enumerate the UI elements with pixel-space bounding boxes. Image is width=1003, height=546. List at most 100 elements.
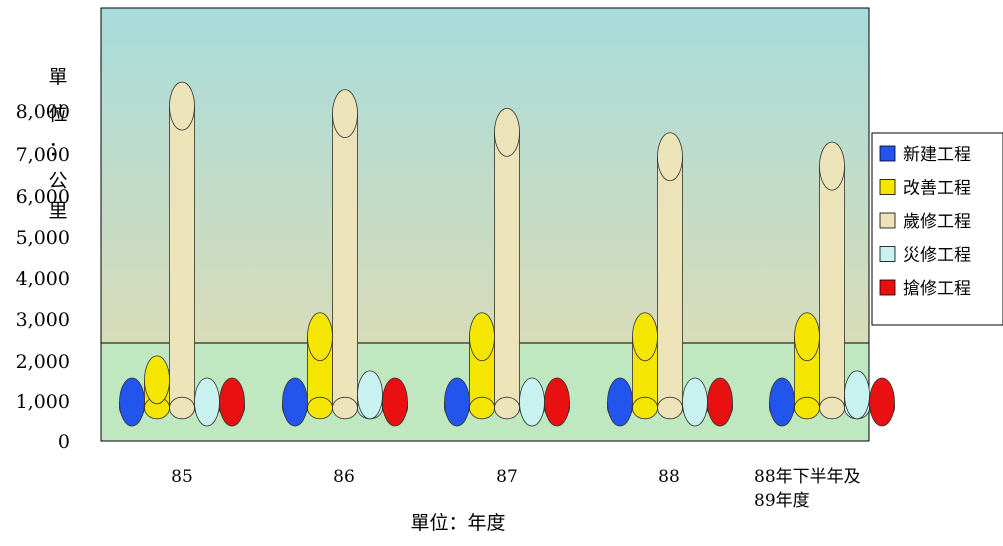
bar-base [657,396,683,420]
y-tick-label: 0 [58,431,70,453]
bar-cap [332,89,358,139]
legend-swatch [879,246,896,262]
bar-cap [382,377,408,427]
bar-cap [469,312,495,362]
bar-cap [632,312,658,362]
bar-cap [607,377,633,427]
bar-body [169,105,195,409]
y-tick-label: 4,000 [16,268,70,290]
bar [332,89,358,420]
bar-cap [869,377,895,427]
bar [794,312,820,420]
bar [169,81,195,420]
bar [444,377,470,427]
bar-cap [544,377,570,427]
legend-label: 新建工程 [903,145,971,165]
x-axis-title: 單位：年度 [410,512,505,534]
bar [382,377,408,427]
bar-cap [194,377,220,427]
bar [494,107,520,420]
bar-cap [794,312,820,362]
bar [657,132,683,420]
bar-cap [519,377,545,427]
bar-cap [707,377,733,427]
bar-cap [357,370,383,420]
y-tick-label: 5,000 [16,227,70,249]
bar-base [469,396,495,420]
bar [607,377,633,427]
x-tick-label: 88 [658,467,680,487]
bar-base [332,396,358,420]
bar [544,377,570,427]
bar [357,370,383,420]
legend-swatch [879,145,896,162]
y-axis-title-char: 公 [48,170,67,192]
bar [707,377,733,427]
bar-base [819,396,845,420]
bar-base [794,396,820,420]
bar [819,141,845,420]
bar-cap [119,377,145,427]
bars [119,81,895,427]
legend-swatch [879,179,896,195]
y-tick-label: 7,000 [16,144,70,166]
bar-body [819,165,845,409]
bar-body [332,113,358,409]
bar-base [632,396,658,420]
y-axis-title-char: 位 [48,103,67,125]
bar-cap [144,355,170,405]
bar [307,312,333,420]
bar [869,377,895,427]
bar-cap [494,107,520,157]
y-axis-ticks: 0 1,000 2,000 3,000 4,000 5,000 6,000 7,000 8,00… [16,101,70,453]
bar-cap [769,377,795,427]
x-tick-label: 87 [496,467,518,487]
legend-label: 災修工程 [903,246,971,266]
bar-cap [169,81,195,131]
bar-base [169,396,195,420]
y-tick-label: 1,000 [16,391,70,413]
x-tick-label: 85 [171,467,193,487]
bar-cap [657,132,683,182]
bar [194,377,220,427]
y-tick-label: 6,000 [16,186,70,208]
bar-cap [682,377,708,427]
x-tick-label: 88年下半年及 89年度 [754,467,861,511]
y-tick-label: 2,000 [16,351,70,373]
y-axis-title-char: 里 [48,200,67,222]
bar-cap [819,141,845,191]
bar [682,377,708,427]
x-axis-categories: 85 86 87 88 88年下半年及 89年度 [171,467,860,511]
bar-base [494,396,520,420]
y-axis-title-char: ： [48,138,67,160]
legend-swatch [879,279,896,296]
y-tick-label: 8,000 [16,101,70,123]
bar [282,377,308,427]
plot-wall [100,7,870,344]
legend-swatch [879,212,896,229]
bar [632,312,658,420]
legend-label: 搶修工程 [903,279,971,299]
bar-body [657,156,683,409]
bar-cap [444,377,470,427]
bar [844,370,870,420]
bar-cap [282,377,308,427]
bar [769,377,795,427]
bar [519,377,545,427]
bar [119,377,145,427]
x-tick-label: 86 [333,467,355,487]
y-axis-title: 單 位 ： 公 里 [48,66,67,222]
legend-label: 改善工程 [903,179,971,199]
y-tick-label: 3,000 [16,309,70,331]
bar-cap [219,377,245,427]
y-axis-title-char: 單 [48,66,67,88]
bar [469,312,495,420]
bar [219,377,245,427]
bar-body [494,131,520,409]
bar-cap [844,370,870,420]
bar [144,355,170,420]
legend-label: 歲修工程 [903,212,971,232]
bar-base [307,396,333,420]
